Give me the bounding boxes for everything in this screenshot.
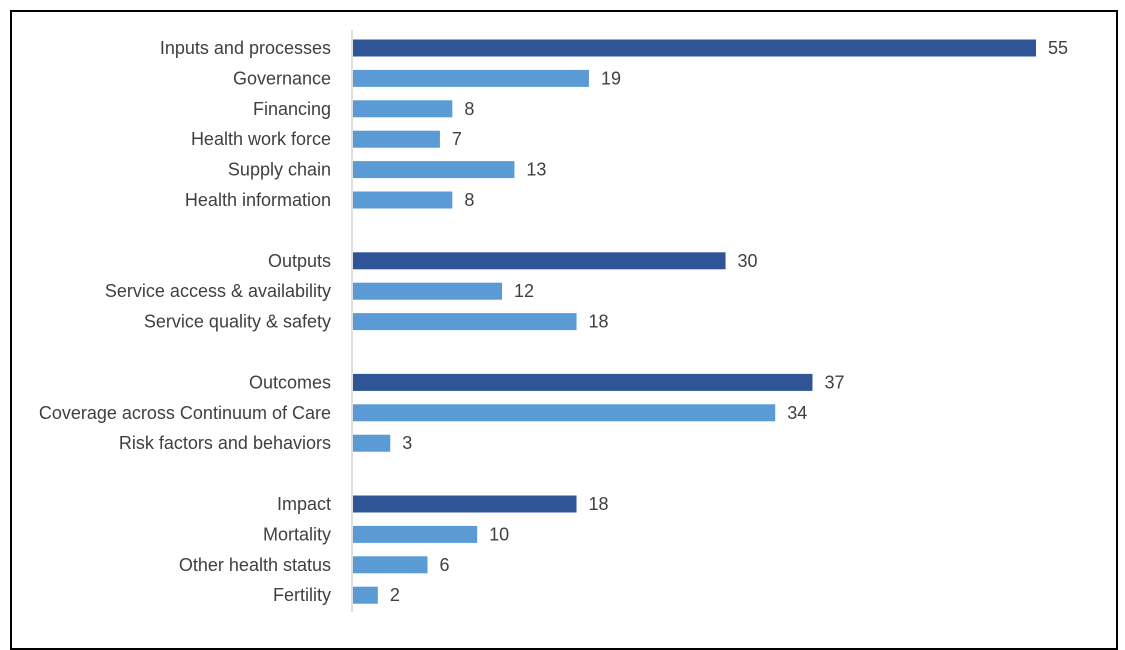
category-label: Financing [253, 99, 331, 119]
data-label: 3 [402, 433, 412, 453]
data-label: 18 [589, 494, 609, 514]
sub-bar [353, 313, 577, 331]
category-label: Other health status [179, 555, 331, 575]
sub-bar [353, 586, 378, 604]
data-label: 2 [390, 585, 400, 605]
data-label: 13 [526, 160, 546, 180]
data-label: 8 [464, 190, 474, 210]
sub-bar [353, 100, 453, 118]
sub-bar [353, 282, 503, 300]
group-bar [353, 373, 813, 391]
category-label: Coverage across Continuum of Care [39, 403, 331, 423]
sub-bar [353, 434, 391, 452]
data-label: 30 [738, 251, 758, 271]
category-label: Health work force [191, 129, 331, 149]
data-label: 6 [440, 555, 450, 575]
group-bar [353, 495, 577, 513]
category-label: Governance [233, 68, 331, 88]
data-label: 10 [489, 524, 509, 544]
category-label: Inputs and processes [160, 38, 331, 58]
sub-bar [353, 404, 776, 422]
category-label: Service quality & safety [144, 312, 331, 332]
bar-chart: Inputs and processes 55 Governance 19 Financ… [39, 30, 1068, 612]
category-label: Service access & availability [105, 281, 331, 301]
category-label: Outputs [268, 251, 331, 271]
sub-bar [353, 161, 515, 179]
sub-bar [353, 556, 428, 574]
sub-bar [353, 191, 453, 209]
category-label: Fertility [273, 585, 331, 605]
group-bar [353, 252, 726, 270]
data-label: 37 [824, 372, 844, 392]
data-label: 8 [464, 99, 474, 119]
category-label: Risk factors and behaviors [119, 433, 331, 453]
sub-bar [353, 69, 589, 87]
category-label: Outcomes [249, 372, 331, 392]
category-label: Mortality [263, 524, 331, 544]
sub-bar [353, 130, 440, 148]
data-label: 7 [452, 129, 462, 149]
category-label: Supply chain [228, 160, 331, 180]
group-bar [353, 39, 1036, 57]
category-label: Health information [185, 190, 331, 210]
data-label: 34 [787, 403, 807, 423]
data-label: 18 [589, 312, 609, 332]
sub-bar [353, 525, 478, 543]
data-label: 55 [1048, 38, 1068, 58]
data-label: 12 [514, 281, 534, 301]
category-label: Impact [277, 494, 331, 514]
data-label: 19 [601, 68, 621, 88]
